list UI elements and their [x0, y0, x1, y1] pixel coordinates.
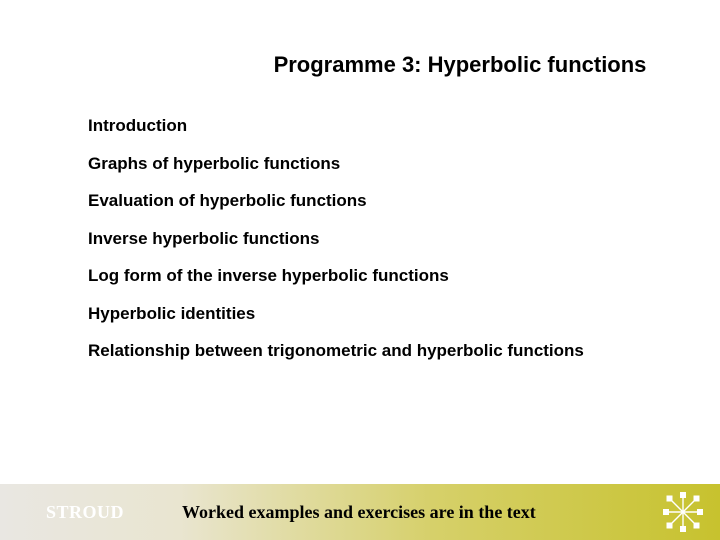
content-list: Introduction Graphs of hyperbolic functi…	[88, 116, 648, 379]
list-item: Inverse hyperbolic functions	[88, 229, 648, 249]
slide-title: Programme 3: Hyperbolic functions	[0, 52, 720, 78]
list-item: Hyperbolic identities	[88, 304, 648, 324]
footer-bar: STROUD Worked examples and exercises are…	[0, 484, 720, 540]
list-item: Relationship between trigonometric and h…	[88, 341, 648, 361]
slide: { "title": "Programme 3: Hyperbolic func…	[0, 0, 720, 540]
list-item: Log form of the inverse hyperbolic funct…	[88, 266, 648, 286]
list-item: Introduction	[88, 116, 648, 136]
list-item: Graphs of hyperbolic functions	[88, 154, 648, 174]
footer-text: Worked examples and exercises are in the…	[170, 502, 660, 523]
starburst-icon	[660, 484, 720, 540]
list-item: Evaluation of hyperbolic functions	[88, 191, 648, 211]
brand-label: STROUD	[0, 484, 170, 540]
